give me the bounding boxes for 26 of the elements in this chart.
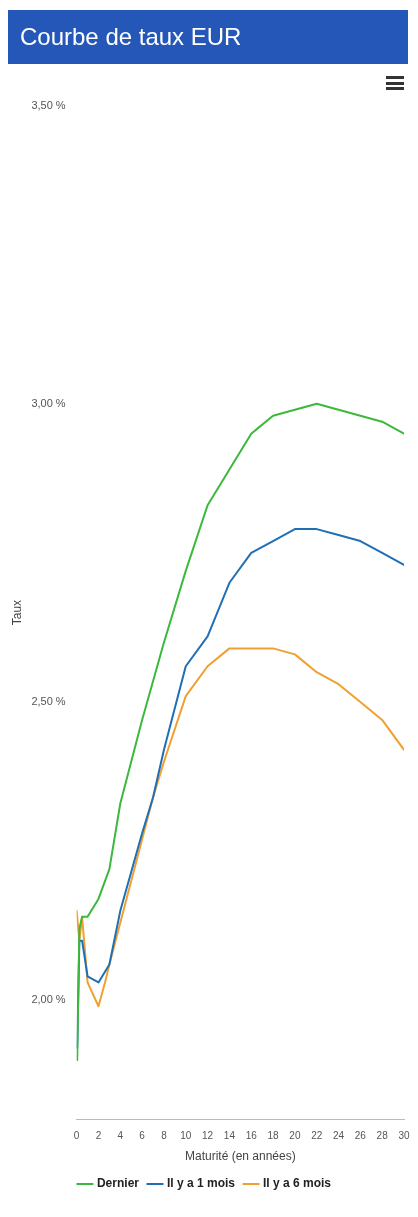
x-tick-label: 0 xyxy=(73,1130,80,1142)
legend-label: Il y a 6 mois xyxy=(263,1176,332,1191)
x-tick-label: 6 xyxy=(139,1130,146,1142)
x-tick-label: 30 xyxy=(398,1130,410,1142)
x-tick-label: 22 xyxy=(311,1130,323,1142)
chart-title: Courbe de taux EUR xyxy=(8,10,408,64)
x-tick-label: 8 xyxy=(161,1130,168,1142)
x-tick-label: 18 xyxy=(267,1130,280,1142)
x-tick-label: 20 xyxy=(289,1130,301,1142)
y-tick-label: 2,50 % xyxy=(31,695,66,708)
y-axis-title: Taux xyxy=(9,599,24,626)
y-tick-label: 2,00 % xyxy=(31,993,66,1006)
legend-label: Dernier xyxy=(96,1176,140,1191)
x-tick-label: 16 xyxy=(245,1130,258,1142)
x-tick-label: 2 xyxy=(95,1130,102,1142)
x-tick-label: 26 xyxy=(354,1130,367,1142)
x-axis-title: Maturité (en années) xyxy=(184,1149,296,1164)
x-tick-label: 28 xyxy=(376,1130,389,1142)
y-tick-label: 3,00 % xyxy=(31,396,66,409)
x-tick-label: 12 xyxy=(202,1130,214,1142)
legend-label: Il y a 1 mois xyxy=(166,1176,236,1191)
x-tick-label: 14 xyxy=(223,1130,236,1142)
y-tick-label: 3,50 % xyxy=(31,98,66,111)
x-tick-label: 10 xyxy=(180,1130,192,1142)
x-tick-label: 4 xyxy=(117,1130,124,1142)
x-tick-label: 24 xyxy=(332,1130,345,1142)
